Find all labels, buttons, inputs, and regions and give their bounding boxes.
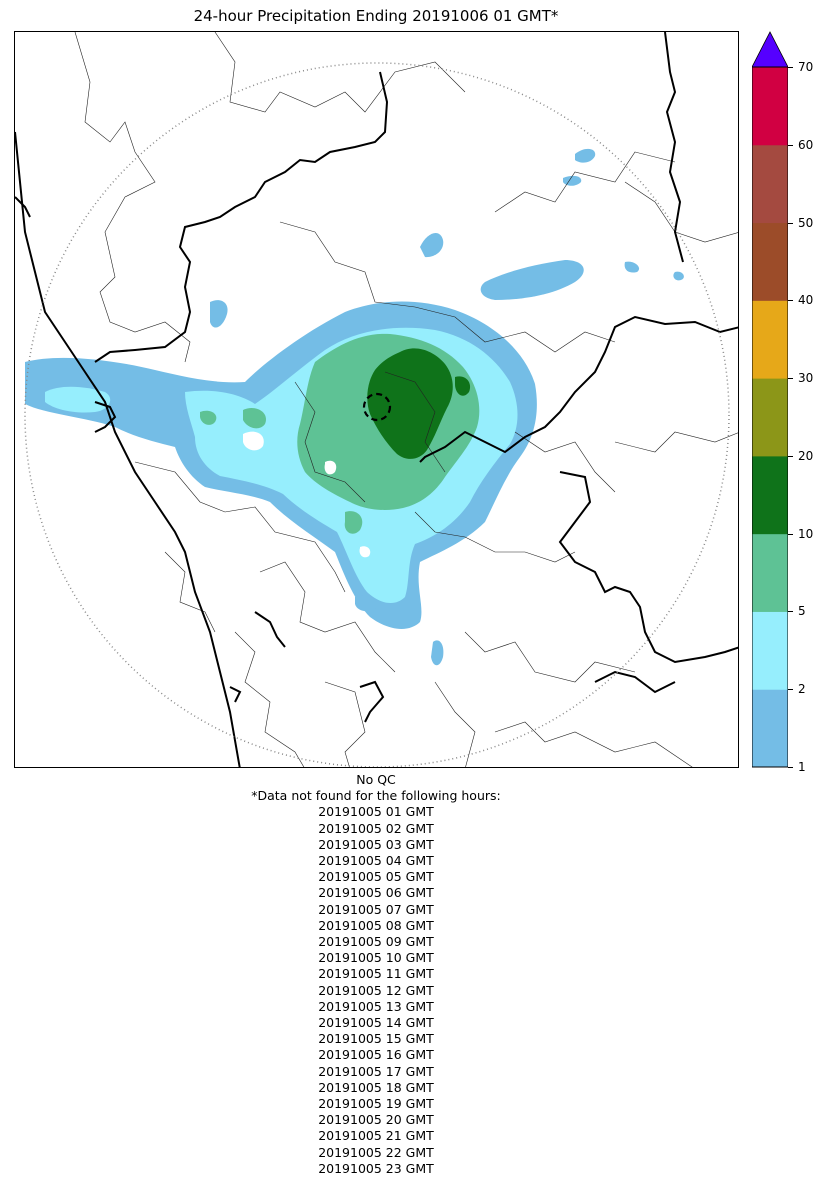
colorbar	[752, 31, 788, 768]
colorbar-band-1	[752, 611, 788, 690]
district-borders	[74, 32, 738, 767]
colorbar-tick-label: 70	[798, 60, 814, 74]
colorbar-extend-arrow	[752, 31, 788, 68]
colorbar-tick	[788, 455, 793, 457]
colorbar-tick-label: 2	[798, 682, 806, 697]
colorbar-band-7	[752, 144, 788, 224]
colorbar-band-5	[752, 300, 788, 379]
colorbar-band-6	[752, 222, 788, 301]
missing-hour-item: 20191005 19 GMT	[318, 1096, 434, 1112]
colorbar-tick	[788, 144, 793, 146]
precip-gaps	[243, 431, 371, 558]
missing-hour-item: 20191005 11 GMT	[318, 966, 434, 982]
missing-hour-item: 20191005 10 GMT	[318, 950, 434, 966]
missing-hour-item: 20191005 15 GMT	[318, 1031, 434, 1047]
missing-hour-item: 20191005 05 GMT	[318, 869, 434, 885]
colorbar-band-2	[752, 533, 788, 612]
missing-hour-item: 20191005 08 GMT	[318, 917, 434, 933]
state-borders	[15, 32, 738, 767]
missing-hour-item: 20191005 06 GMT	[318, 885, 434, 901]
missing-hours-list: 20191005 01 GMT 20191005 02 GMT 20191005 0…	[0, 804, 752, 1177]
missing-hour-item: 20191005 12 GMT	[318, 982, 434, 998]
missing-hour-item: 20191005 20 GMT	[318, 1112, 434, 1128]
missing-hour-item: 20191005 02 GMT	[318, 820, 434, 836]
colorbar-tick	[788, 222, 793, 224]
map-canvas	[15, 32, 738, 767]
missing-hour-item: 20191005 23 GMT	[318, 1160, 434, 1176]
colorbar-tick	[788, 767, 793, 768]
colorbar-tick-label: 5	[798, 604, 806, 619]
colorbar-tick	[788, 378, 793, 380]
range-ring	[24, 62, 730, 767]
precip-10-20mm	[367, 348, 471, 459]
missing-data-header: *Data not found for the following hours:	[251, 788, 501, 804]
colorbar-tick-label: 30	[798, 371, 814, 386]
colorbar-tick-label: 40	[798, 293, 814, 308]
missing-hour-item: 20191005 17 GMT	[318, 1063, 434, 1079]
missing-hour-item: 20191005 03 GMT	[318, 836, 434, 852]
missing-hour-item: 20191005 16 GMT	[318, 1047, 434, 1063]
chart-title: 24-hour Precipitation Ending 20191006 01…	[193, 7, 559, 25]
colorbar-tick-label: 10	[798, 526, 814, 541]
qc-note: No QC	[356, 772, 396, 787]
precipitation-map	[14, 31, 739, 768]
colorbar-tick	[788, 611, 793, 613]
colorbar-tick-label: 50	[798, 215, 814, 230]
missing-hour-item: 20191005 07 GMT	[318, 901, 434, 917]
colorbar-tick-label: 1	[798, 760, 806, 774]
missing-hour-item: 20191005 21 GMT	[318, 1128, 434, 1144]
radar-site-marker	[362, 392, 392, 422]
missing-hour-item: 20191005 14 GMT	[318, 1015, 434, 1031]
missing-hour-item: 20191005 18 GMT	[318, 1079, 434, 1095]
missing-hour-item: 20191005 01 GMT	[318, 804, 434, 820]
colorbar-band-3	[752, 455, 788, 535]
colorbar-tick	[788, 533, 793, 535]
colorbar-tick	[788, 300, 793, 302]
missing-hour-item: 20191005 22 GMT	[318, 1144, 434, 1160]
colorbar-band-0	[752, 689, 788, 768]
colorbar-band-4	[752, 378, 788, 457]
colorbar-band-8	[752, 67, 788, 146]
missing-hour-item: 20191005 13 GMT	[318, 998, 434, 1014]
colorbar-tick	[788, 689, 793, 691]
missing-hour-item: 20191005 09 GMT	[318, 934, 434, 950]
notes: No QC *Data not found for the following …	[0, 772, 752, 1177]
colorbar-tick-label: 20	[798, 448, 814, 463]
missing-hour-item: 20191005 04 GMT	[318, 853, 434, 869]
colorbar-tick	[788, 67, 793, 68]
colorbar-tick-label: 60	[798, 137, 814, 152]
